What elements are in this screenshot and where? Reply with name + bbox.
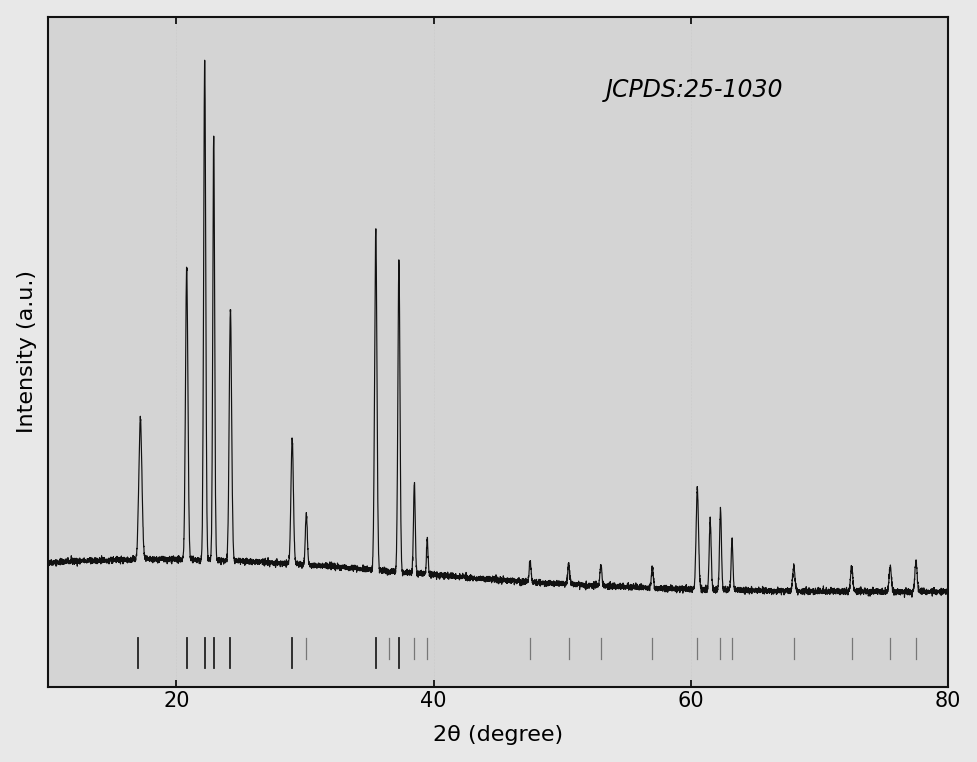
Text: JCPDS:25-1030: JCPDS:25-1030 [606, 78, 783, 102]
X-axis label: 2θ (degree): 2θ (degree) [433, 725, 563, 745]
Y-axis label: Intensity (a.u.): Intensity (a.u.) [17, 270, 36, 433]
